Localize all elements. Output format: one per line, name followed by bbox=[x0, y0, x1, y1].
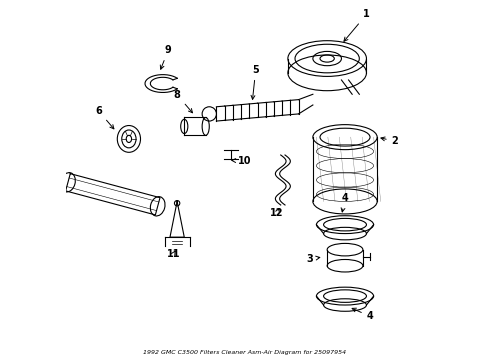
Text: 3: 3 bbox=[306, 254, 320, 264]
Text: 5: 5 bbox=[251, 65, 259, 99]
Text: 4: 4 bbox=[341, 193, 348, 212]
Text: 12: 12 bbox=[270, 208, 284, 218]
Text: 7: 7 bbox=[0, 359, 1, 360]
Text: 10: 10 bbox=[232, 156, 252, 166]
Text: 2: 2 bbox=[381, 136, 398, 146]
Text: 1: 1 bbox=[344, 9, 370, 41]
Text: 11: 11 bbox=[167, 249, 180, 259]
Text: 8: 8 bbox=[173, 90, 193, 113]
Text: 1992 GMC C3500 Filters Cleaner Asm-Air Diagram for 25097954: 1992 GMC C3500 Filters Cleaner Asm-Air D… bbox=[144, 350, 346, 355]
Text: 9: 9 bbox=[160, 45, 172, 69]
Text: 4: 4 bbox=[352, 308, 373, 321]
Text: 6: 6 bbox=[95, 106, 114, 129]
